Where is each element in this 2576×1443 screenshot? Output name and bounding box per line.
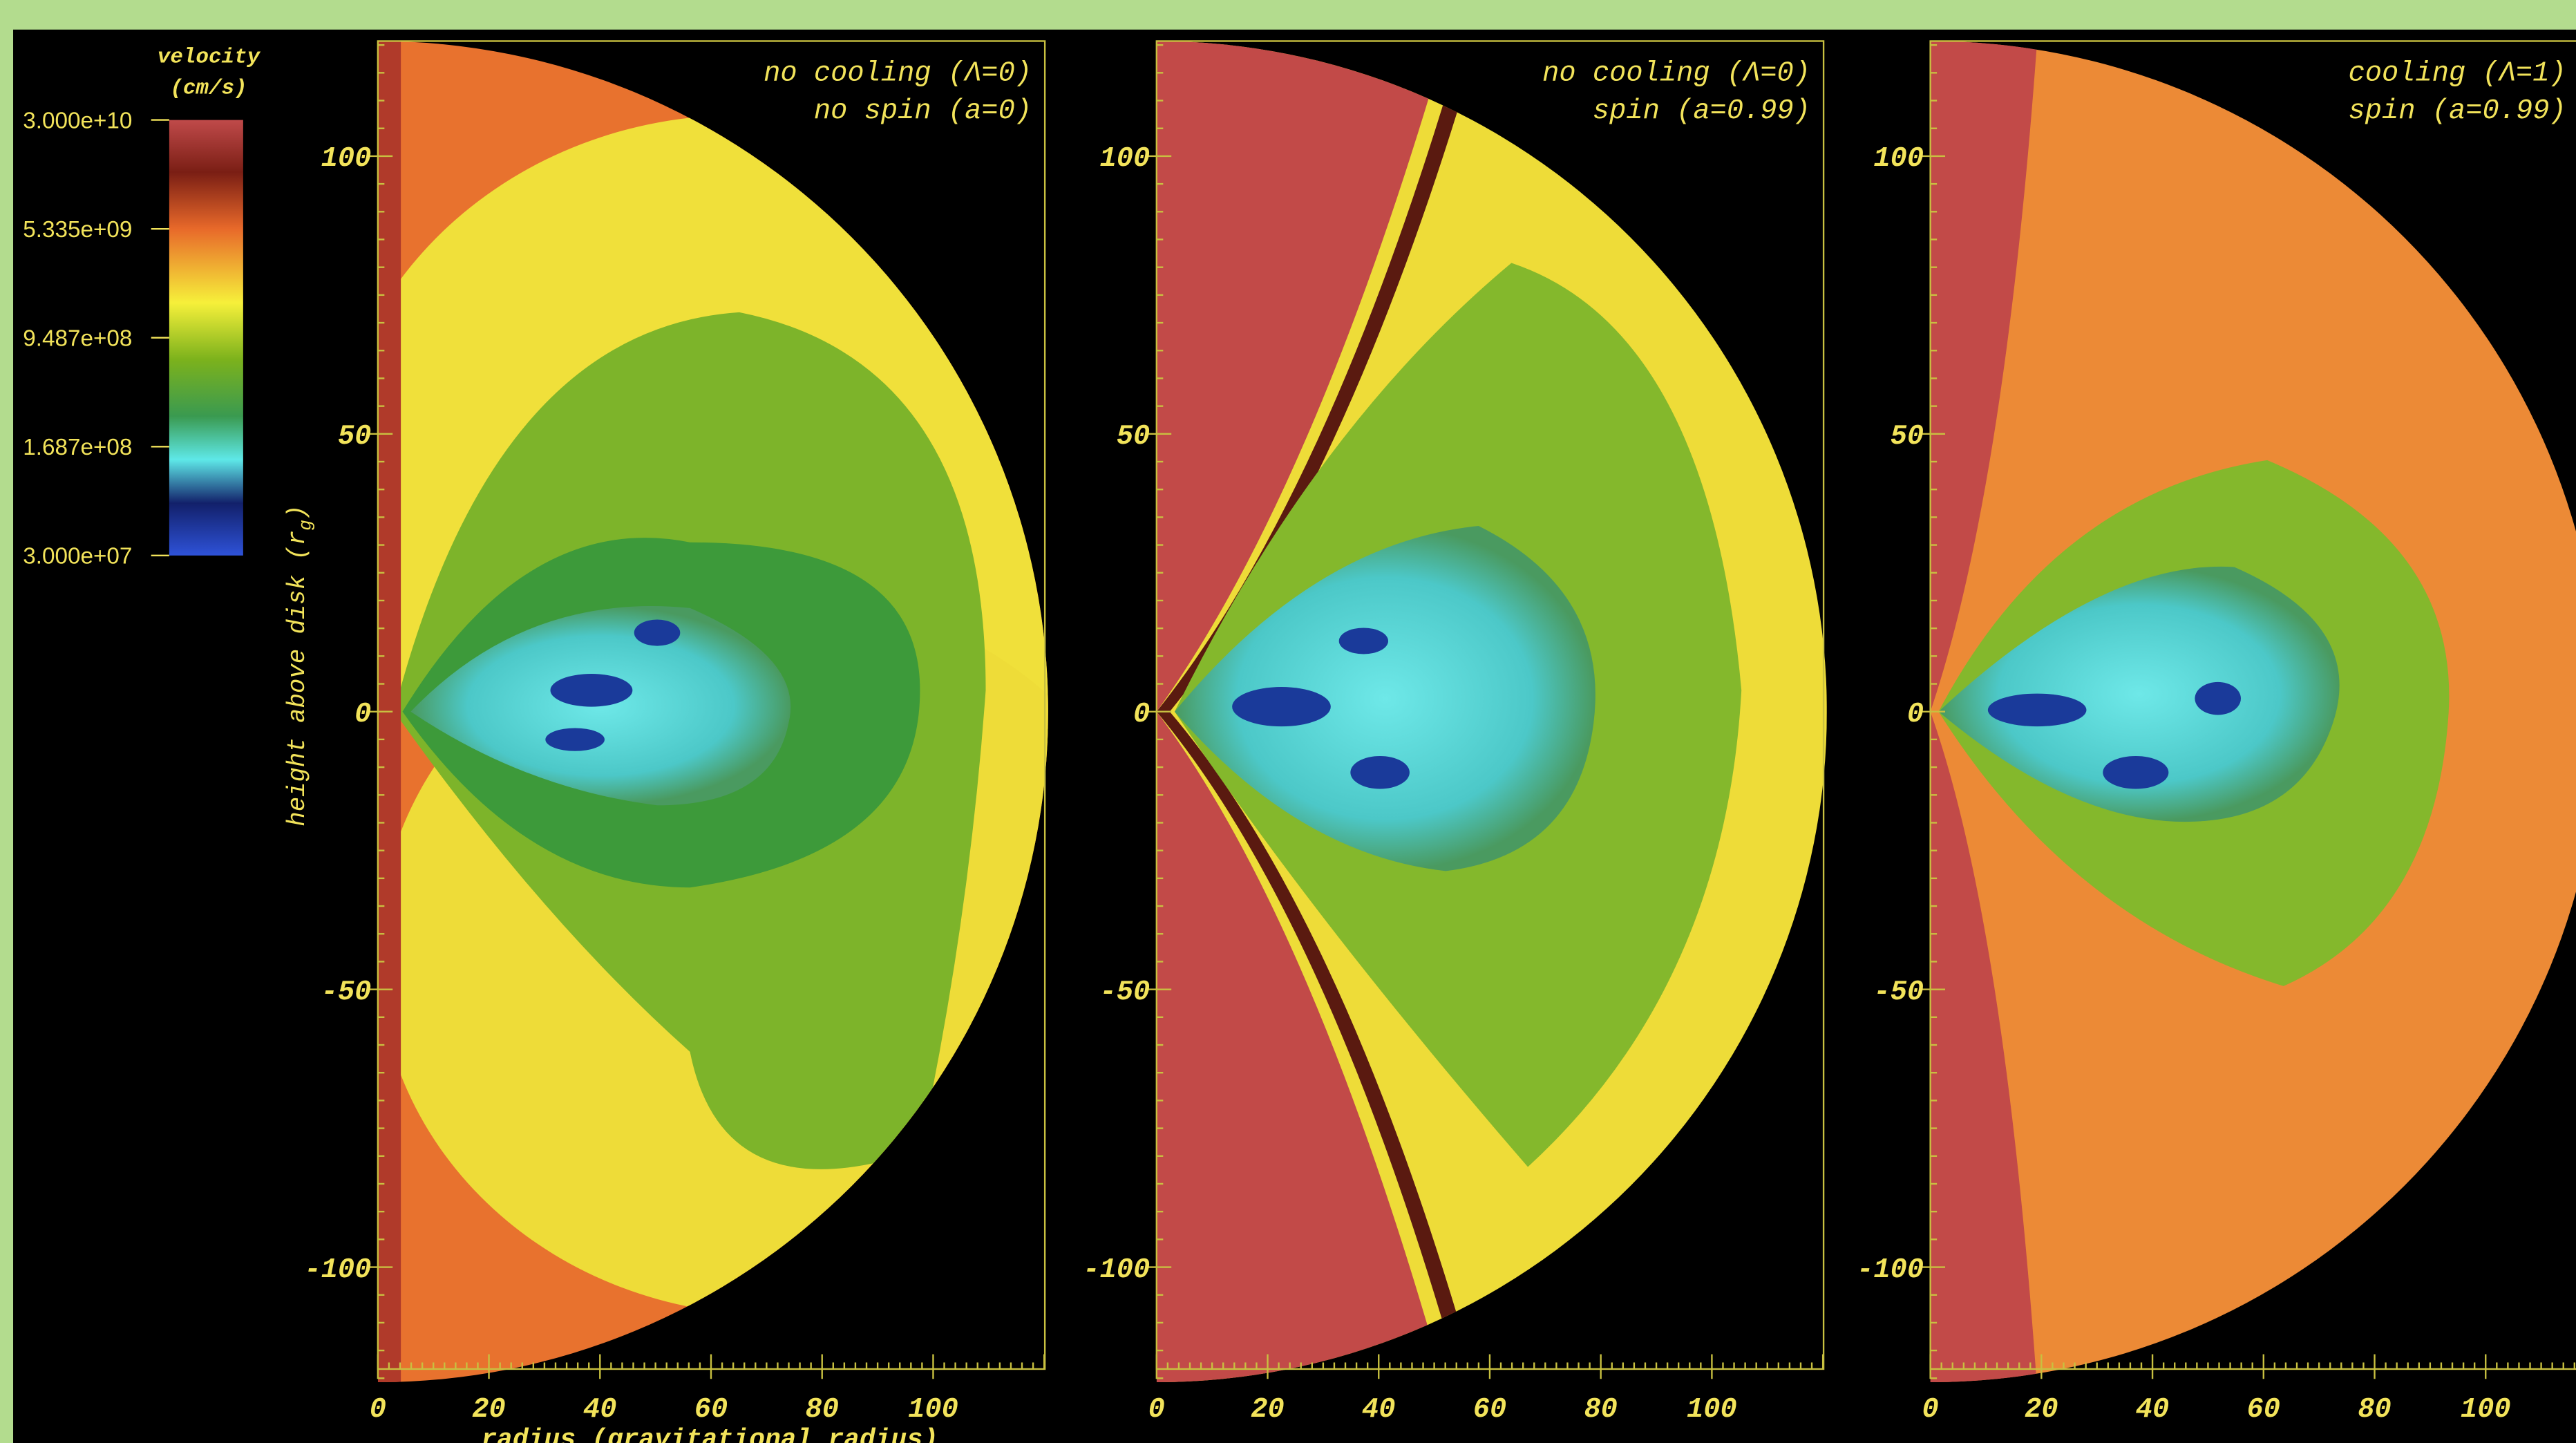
y-tick-label: 0 xyxy=(1907,699,1924,730)
x-tick-label: 100 xyxy=(2461,1394,2511,1426)
x-tick-label: 40 xyxy=(583,1394,616,1426)
panel-title: spin (a=0.99) xyxy=(1593,95,1810,127)
y-tick-label: 0 xyxy=(354,699,371,730)
panel-title: no cooling (Λ=0) xyxy=(764,58,1032,90)
y-tick-label: -50 xyxy=(1100,977,1150,1008)
colorbar-title: velocity xyxy=(158,45,261,69)
y-tick-label: 100 xyxy=(1873,143,1924,175)
x-tick-label: 20 xyxy=(2025,1394,2058,1426)
x-tick-label: 0 xyxy=(1148,1394,1165,1426)
x-tick-label: 60 xyxy=(2247,1394,2280,1426)
x-axis-label: radius (gravitational radius) xyxy=(481,1425,938,1443)
x-tick-label: 0 xyxy=(1922,1394,1938,1426)
x-tick-label: 20 xyxy=(472,1394,505,1426)
x-tick-label: 40 xyxy=(1362,1394,1395,1426)
colorbar-unit: (cm/s) xyxy=(170,77,247,101)
y-axis-label-subscript: g xyxy=(295,520,316,531)
y-tick-label: 0 xyxy=(1133,699,1150,730)
x-tick-label: 0 xyxy=(370,1394,386,1426)
y-tick-label: 50 xyxy=(1891,421,1924,453)
y-tick-label: -50 xyxy=(321,977,372,1008)
figure: velocity (cm/s) height above disk (rg) r… xyxy=(0,0,2576,1443)
panel-title: spin (a=0.99) xyxy=(2349,95,2566,127)
y-tick-label: 100 xyxy=(321,143,372,175)
colorbar-tick-label: 3.000e+10 xyxy=(23,108,132,133)
x-tick-label: 100 xyxy=(908,1394,958,1426)
panel-title: no spin (a=0) xyxy=(814,95,1032,127)
colorbar-tick-label: 9.487e+08 xyxy=(23,326,132,352)
x-tick-label: 40 xyxy=(2136,1394,2169,1426)
colorbar-tick-label: 3.000e+07 xyxy=(23,544,132,569)
colorbar-tick-label: 1.687e+08 xyxy=(23,435,132,460)
y-tick-label: -50 xyxy=(1873,977,1924,1008)
y-tick-label: 50 xyxy=(1117,421,1150,453)
colorbar xyxy=(169,120,243,556)
panel-title: no cooling (Λ=0) xyxy=(1542,58,1810,90)
colorbar-tick-label: 5.335e+09 xyxy=(23,217,132,243)
y-axis-label-text: height above disk (r xyxy=(283,531,312,827)
y-axis-label: height above disk (rg) xyxy=(283,505,316,827)
y-tick-label: 50 xyxy=(338,421,371,453)
y-axis-label-close: ) xyxy=(283,505,312,520)
y-tick-label: -100 xyxy=(1083,1254,1150,1286)
x-tick-label: 80 xyxy=(1584,1394,1617,1426)
y-tick-label: 100 xyxy=(1100,143,1150,175)
x-tick-label: 80 xyxy=(805,1394,838,1426)
x-tick-label: 60 xyxy=(1473,1394,1506,1426)
y-tick-label: -100 xyxy=(1857,1254,1924,1286)
y-tick-label: -100 xyxy=(304,1254,371,1286)
x-tick-label: 80 xyxy=(2358,1394,2391,1426)
x-tick-label: 100 xyxy=(1687,1394,1737,1426)
x-tick-label: 60 xyxy=(694,1394,728,1426)
panel-title: cooling (Λ=1) xyxy=(2349,58,2566,90)
page: velocity (cm/s) height above disk (rg) r… xyxy=(0,0,2576,1443)
x-tick-label: 20 xyxy=(1251,1394,1284,1426)
